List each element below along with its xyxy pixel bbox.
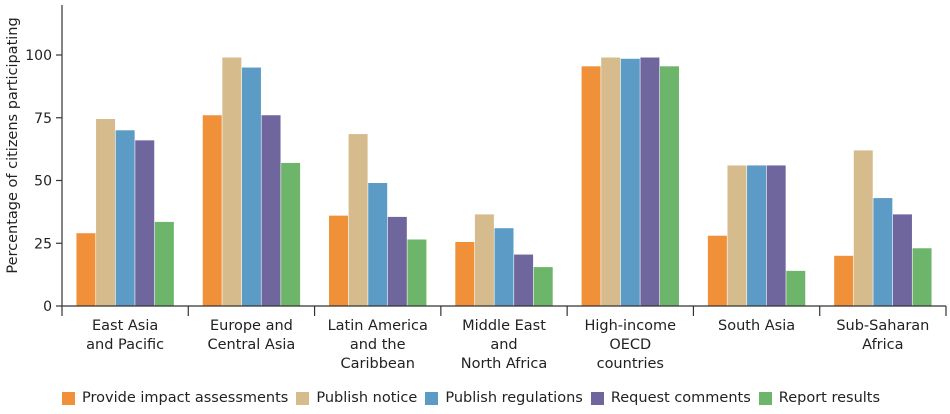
x-tick-label: South Asia xyxy=(718,318,795,334)
bar xyxy=(581,66,601,306)
bar xyxy=(261,115,281,307)
bar xyxy=(892,214,912,306)
legend-swatch xyxy=(758,391,772,405)
bar xyxy=(154,221,174,306)
bar xyxy=(135,140,155,306)
bars-group xyxy=(76,57,932,307)
bar xyxy=(202,115,222,307)
y-tick-label: 100 xyxy=(25,48,52,64)
bar xyxy=(659,66,679,306)
legend-label: Report results xyxy=(778,390,881,406)
legend-label: Publish regulations xyxy=(445,390,583,406)
bar xyxy=(474,214,494,306)
bar xyxy=(601,57,621,307)
bar xyxy=(514,254,534,306)
legend-label: Request comments xyxy=(610,390,751,406)
legend-label: Publish notice xyxy=(316,390,418,406)
bar xyxy=(786,270,806,306)
x-tick-label: Middle East and North Africa xyxy=(461,318,548,372)
bar xyxy=(727,165,747,306)
y-tick-label: 75 xyxy=(34,111,52,127)
bar xyxy=(707,235,727,306)
bar xyxy=(533,267,553,306)
legend-item: Provide impact assessments xyxy=(62,390,288,406)
bar xyxy=(281,162,301,306)
bar xyxy=(76,233,96,306)
bar xyxy=(747,165,767,306)
y-tick-label: 25 xyxy=(34,236,52,252)
bar xyxy=(620,58,640,306)
legend: Provide impact assessments Publish notice… xyxy=(62,390,888,406)
bar xyxy=(873,198,893,306)
bar xyxy=(222,57,242,307)
bar xyxy=(455,242,475,306)
legend-item: Publish regulations xyxy=(425,390,583,406)
bar xyxy=(241,67,261,306)
bar xyxy=(912,248,932,306)
bar xyxy=(640,57,660,307)
bar xyxy=(96,119,116,306)
bar xyxy=(494,228,514,306)
legend-swatch xyxy=(425,391,439,405)
legend-label: Provide impact assessments xyxy=(82,390,289,406)
bar xyxy=(368,183,388,306)
legend-item: Request comments xyxy=(590,390,751,406)
x-tick-label: High-income OECD countries xyxy=(584,318,676,372)
bar xyxy=(853,150,873,306)
bar xyxy=(329,215,349,306)
y-tick-label: 0 xyxy=(43,299,52,315)
bar xyxy=(407,239,427,306)
legend-swatch xyxy=(296,391,310,405)
legend-item: Report results xyxy=(758,390,881,406)
bar xyxy=(766,165,786,306)
x-tick-label: Europe and Central Asia xyxy=(208,318,296,353)
bar xyxy=(834,255,854,306)
legend-swatch xyxy=(590,391,604,405)
y-axis-label: Percentage of citizens participating xyxy=(5,17,21,273)
bar xyxy=(348,134,368,306)
x-tick-label: Sub-Saharan Africa xyxy=(836,318,929,353)
x-tick-label: Latin America and the Caribbean xyxy=(328,318,428,372)
bar xyxy=(115,130,135,306)
y-tick-label: 50 xyxy=(34,174,52,190)
legend-item: Publish notice xyxy=(296,390,417,406)
x-tick-label: East Asia and Pacific xyxy=(86,318,164,353)
bar xyxy=(387,216,407,306)
legend-swatch xyxy=(62,391,75,405)
axes-group: 0 25 50 75 100 East Asia and Pacific Europe and… xyxy=(25,5,947,372)
